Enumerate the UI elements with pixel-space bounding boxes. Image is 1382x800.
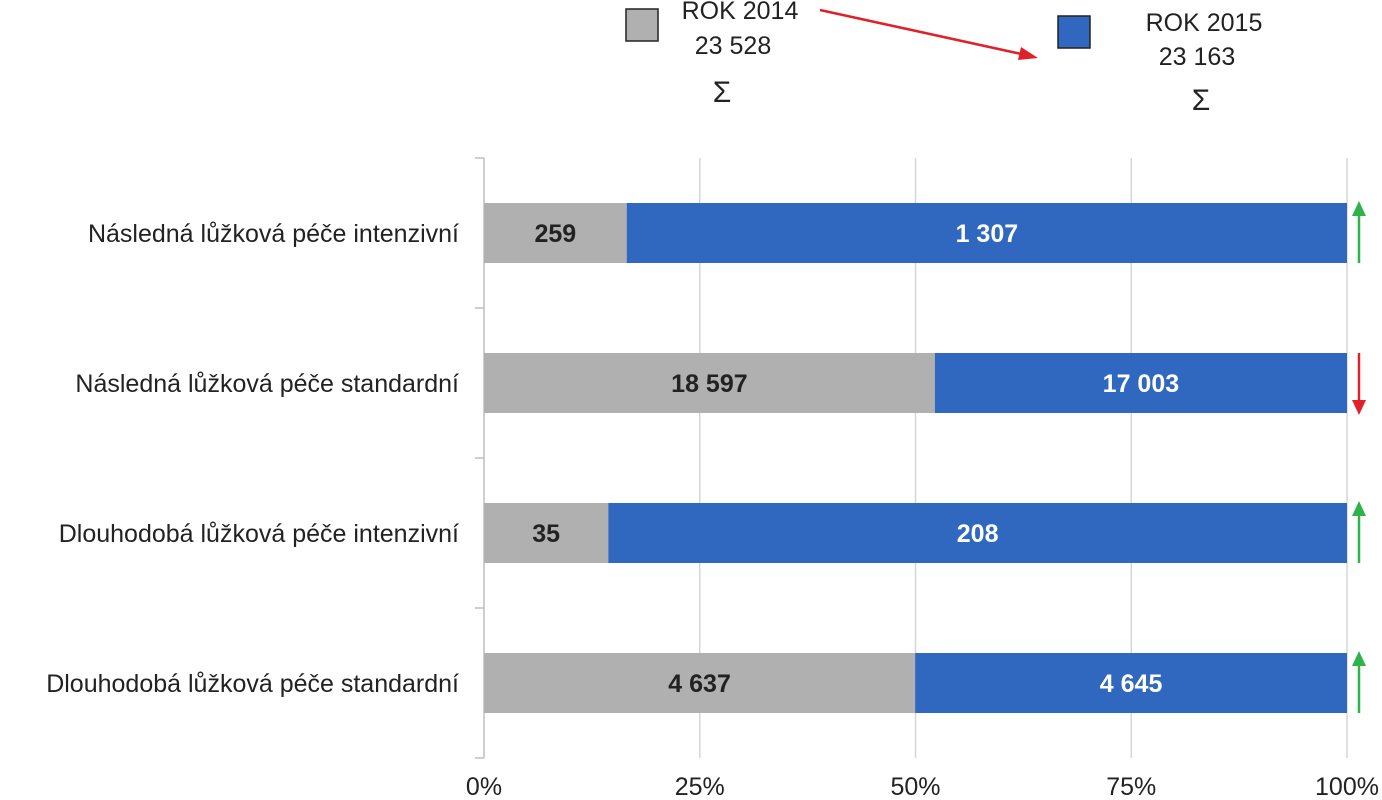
x-tick-label: 75% <box>1106 773 1156 800</box>
category-axis <box>475 157 485 759</box>
x-tick-label: 0% <box>466 773 502 800</box>
x-tick-label: 100% <box>1315 773 1379 800</box>
category-label: Dlouhodobá lůžková péče intenzivní <box>59 520 459 548</box>
category-labels: Následná lůžková péče intenzivní Následná… <box>46 220 459 698</box>
legend-swatch-2014 <box>625 8 659 42</box>
data-label: 4 637 <box>668 670 731 698</box>
arrow-up-icon <box>1352 201 1366 263</box>
arrow-down-icon <box>1352 353 1366 415</box>
category-label: Následná lůžková péče standardní <box>75 370 459 398</box>
legend-label-2014: ROK 2014 <box>682 0 799 25</box>
legend-arrow-icon <box>819 8 1038 60</box>
x-axis-tick-labels: 0% 25% 50% 75% 100% <box>466 773 1379 800</box>
data-label: 4 645 <box>1100 670 1163 698</box>
legend-total-2014: 23 528 <box>695 32 771 60</box>
legend-sigma-2014: Σ <box>713 76 732 109</box>
data-label: 18 597 <box>671 370 747 398</box>
data-label: 208 <box>957 520 999 548</box>
legend-sigma-2015: Σ <box>1192 84 1211 117</box>
x-tick-label: 50% <box>890 773 940 800</box>
data-label: 259 <box>535 220 577 248</box>
bar-series: 259 1 307 18 597 17 003 35 208 4 637 4 645 <box>484 203 1347 713</box>
data-label: 17 003 <box>1103 370 1179 398</box>
data-label: 1 307 <box>956 220 1019 248</box>
data-label: 35 <box>532 520 560 548</box>
legend-label-2015: ROK 2015 <box>1146 9 1263 37</box>
bar-segment <box>626 203 1347 263</box>
bar-segment <box>608 503 1347 563</box>
category-label: Dlouhodobá lůžková péče standardní <box>46 670 459 698</box>
legend-swatch-2015 <box>1057 15 1091 49</box>
category-label: Následná lůžková péče intenzivní <box>88 220 459 248</box>
bar-segment <box>484 503 609 563</box>
arrow-up-icon <box>1352 651 1366 713</box>
bar-segment <box>484 353 935 413</box>
trend-arrows <box>1352 201 1366 713</box>
arrow-up-icon <box>1352 501 1366 563</box>
bar-segment <box>484 203 627 263</box>
legend-total-2015: 23 163 <box>1159 43 1235 71</box>
bar-segment <box>484 653 916 713</box>
x-tick-label: 25% <box>675 773 725 800</box>
legend: ROK 2014 23 528 Σ ROK 2015 23 163 Σ <box>625 0 1263 117</box>
bar-segment <box>915 653 1347 713</box>
bar-segment <box>934 353 1347 413</box>
